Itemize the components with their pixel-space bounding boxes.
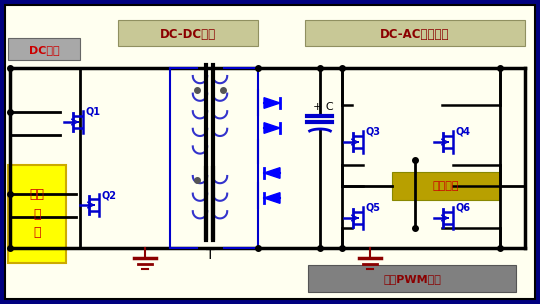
Text: Q4: Q4	[455, 127, 470, 137]
Text: Q1: Q1	[85, 107, 100, 117]
Text: Q2: Q2	[101, 190, 116, 200]
Polygon shape	[264, 193, 280, 203]
Bar	[305, 20, 525, 46]
Text: + C: + C	[313, 102, 334, 112]
Text: Q3: Q3	[365, 127, 380, 137]
Text: DC-DC升压: DC-DC升压	[160, 27, 216, 40]
Bar	[392, 172, 500, 200]
Bar	[8, 38, 80, 60]
Bar	[8, 165, 66, 263]
Bar	[118, 20, 258, 46]
Text: DC-AC全桥逆变: DC-AC全桥逆变	[380, 27, 450, 40]
Polygon shape	[264, 123, 280, 133]
Text: 推挥
控
制: 推挥 控 制	[30, 188, 44, 240]
Text: Q6: Q6	[455, 203, 470, 213]
Text: 交流输出: 交流输出	[433, 181, 459, 191]
Bar	[308, 265, 516, 292]
Text: T: T	[206, 248, 214, 262]
Polygon shape	[264, 168, 280, 178]
Polygon shape	[264, 98, 280, 108]
Text: Q5: Q5	[365, 203, 380, 213]
Text: 全桥PWM控制: 全桥PWM控制	[383, 274, 441, 284]
Text: DC输入: DC输入	[29, 45, 59, 55]
